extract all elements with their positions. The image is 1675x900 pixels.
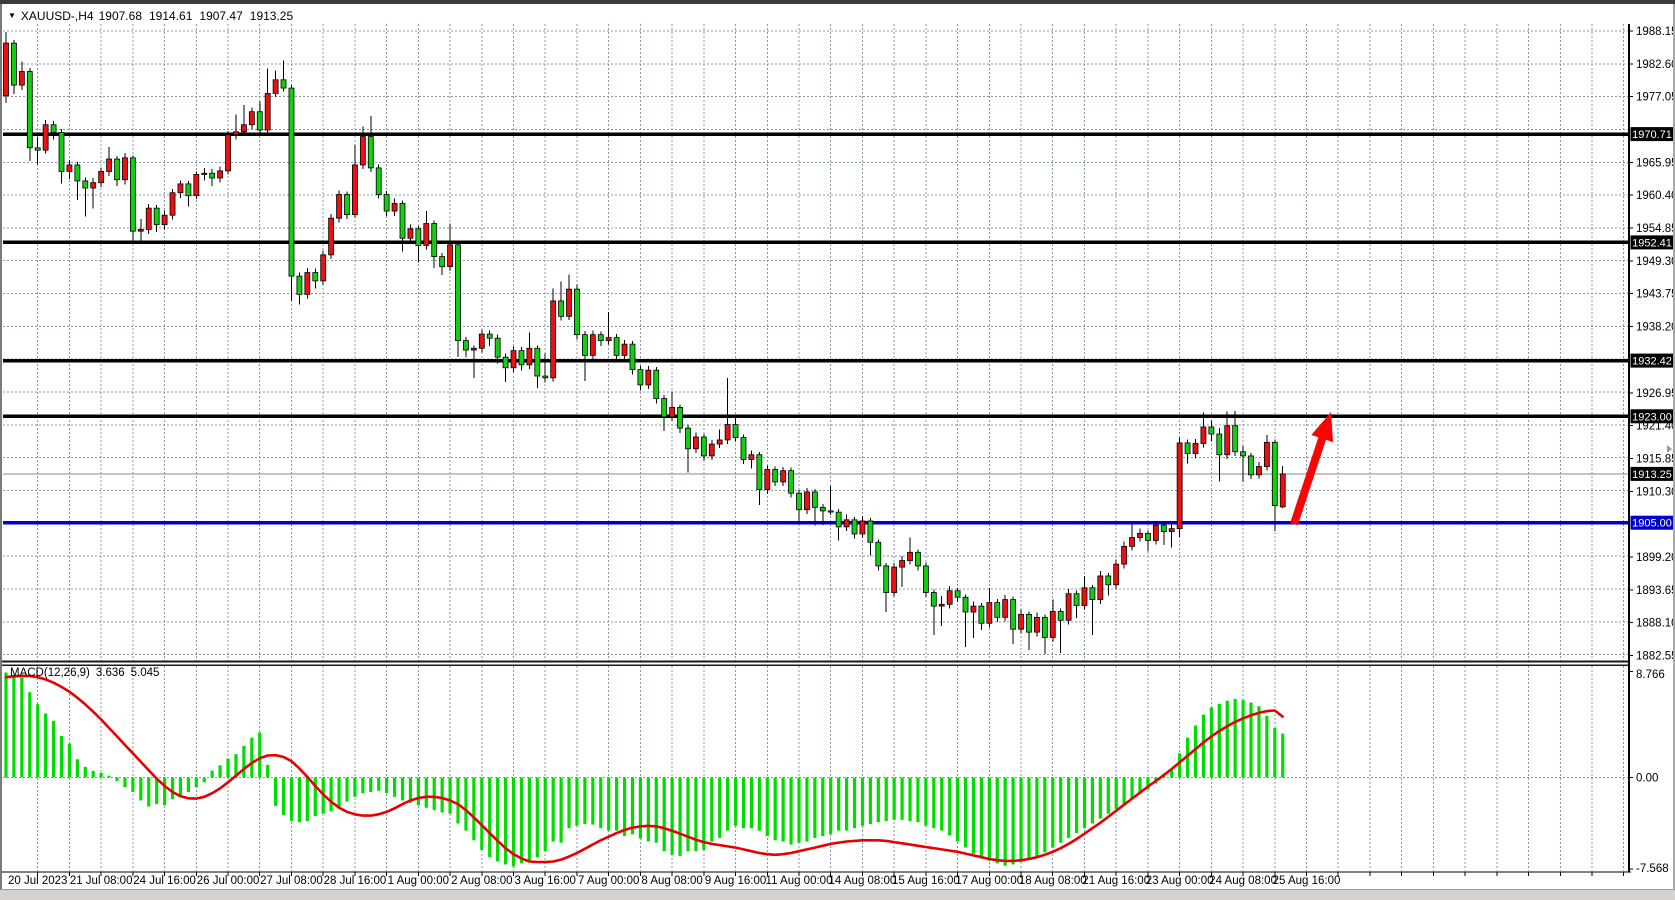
time-tick-label: 25 Aug 16:00 <box>1273 875 1341 887</box>
time-tick-label: 9 Aug 16:00 <box>705 875 766 887</box>
price-tick-label: 1949.30 <box>1636 256 1675 268</box>
macd-indicator-label: MACD(12,26,9) 3.636 5.045 <box>10 667 159 679</box>
time-axis-labels: 20 Jul 2023 21 Jul 08:00 24 Jul 16:00 26 Ju… <box>8 872 1625 887</box>
macd-axis-labels: 8.766 0.00 -7.568 <box>1629 669 1669 875</box>
level-lines[interactable] <box>3 132 1629 525</box>
macd-signal-line <box>4 674 1284 864</box>
price-tick-label: 1988.15 <box>1636 26 1675 38</box>
time-tick-label: 21 Jul 08:00 <box>70 875 133 887</box>
price-axis[interactable] <box>1630 24 1675 872</box>
time-tick-label: 3 Aug 16:00 <box>515 875 576 887</box>
time-tick-label: 23 Aug 00:00 <box>1146 875 1214 887</box>
time-tick-label: 2 Aug 08:00 <box>451 875 512 887</box>
time-tick-label: 8 Aug 08:00 <box>641 875 702 887</box>
open-value: 1907.68 <box>98 9 142 23</box>
price-tick-label: 1921.40 <box>1636 421 1675 433</box>
time-tick-label: 7 Aug 00:00 <box>578 875 639 887</box>
ohlc-readout: 1907.68 1914.61 1907.47 1913.25 <box>99 9 294 23</box>
price-tick-label: 1965.95 <box>1636 157 1675 169</box>
macd-main-value: 3.636 <box>95 667 125 679</box>
window-top-border <box>0 0 1675 4</box>
price-tick-label: 1915.85 <box>1636 454 1675 466</box>
time-tick-label: 27 Jul 08:00 <box>260 875 323 887</box>
chart-title-bar: ▼ XAUUSD-,H4 1907.68 1914.61 1907.47 191… <box>8 8 293 24</box>
time-tick-label: 24 Aug 08:00 <box>1209 875 1277 887</box>
symbol-dropdown-icon[interactable]: ▼ <box>8 11 16 20</box>
candles <box>3 31 1286 655</box>
price-tick-label: 1910.30 <box>1636 486 1675 498</box>
price-tick-label: 1926.95 <box>1636 388 1675 400</box>
low-value: 1907.47 <box>199 9 243 23</box>
high-value: 1914.61 <box>149 9 193 23</box>
price-badges: 1970.71 1952.41 1932.42 1923.00 1905.00 1913.… <box>1630 127 1675 530</box>
price-tick-label: 1893.65 <box>1636 585 1675 597</box>
grid <box>3 24 1629 871</box>
price-level-badge: 1932.42 <box>1632 356 1672 368</box>
price-tick-label: 1899.20 <box>1636 552 1675 564</box>
macd-histogram <box>4 672 1285 867</box>
time-tick-label: 24 Jul 16:00 <box>133 875 196 887</box>
price-tick-label: 1982.60 <box>1636 59 1675 71</box>
price-marker-icon <box>1667 445 1672 453</box>
window-right-border <box>1673 4 1675 900</box>
price-level-badge: 1913.25 <box>1632 469 1672 481</box>
up-arrow-annotation[interactable] <box>1290 412 1334 526</box>
price-tick-label: 1888.10 <box>1636 618 1675 630</box>
price-axis-labels: 1988.15 1982.60 1977.05 1965.95 1960.40 1954.… <box>1629 26 1675 662</box>
price-level-badge: 1923.00 <box>1632 411 1672 423</box>
price-level-badge: 1952.41 <box>1632 237 1672 249</box>
time-axis[interactable] <box>0 872 1629 889</box>
time-tick-label: 21 Aug 16:00 <box>1082 875 1150 887</box>
price-tick-label: 1938.20 <box>1636 321 1675 333</box>
price-tick-label: 1960.40 <box>1636 190 1675 202</box>
price-tick-label: 1977.05 <box>1636 92 1675 104</box>
price-tick-label: 1943.75 <box>1636 289 1675 301</box>
macd-tick-label: 0.00 <box>1636 773 1658 785</box>
macd-tick-label: -7.568 <box>1636 863 1669 875</box>
time-tick-label: 26 Jul 00:00 <box>197 875 260 887</box>
time-tick-label: 28 Jul 16:00 <box>324 875 387 887</box>
window-left-border <box>0 4 2 890</box>
price-tick-label: 1882.55 <box>1636 650 1675 662</box>
window-bottom-strip <box>0 889 1675 900</box>
time-tick-label: 14 Aug 08:00 <box>829 875 897 887</box>
time-tick-label: 11 Aug 00:00 <box>766 875 833 887</box>
time-tick-label: 17 Aug 00:00 <box>955 875 1023 887</box>
macd-signal-value: 5.045 <box>130 667 160 679</box>
time-tick-label: 18 Aug 08:00 <box>1019 875 1087 887</box>
price-tick-label: 1954.85 <box>1636 223 1675 235</box>
price-level-badge: 1970.71 <box>1632 129 1672 141</box>
close-value: 1913.25 <box>249 9 294 23</box>
time-tick-label: 20 Jul 2023 <box>8 875 67 887</box>
price-level-badge: 1905.00 <box>1632 518 1672 530</box>
time-tick-label: 1 Aug 00:00 <box>388 875 449 887</box>
symbol-period-label: XAUUSD-,H4 <box>20 9 94 23</box>
macd-name: MACD(12,26,9) <box>10 667 90 679</box>
macd-tick-label: 8.766 <box>1636 669 1665 681</box>
time-tick-label: 15 Aug 16:00 <box>892 875 960 887</box>
